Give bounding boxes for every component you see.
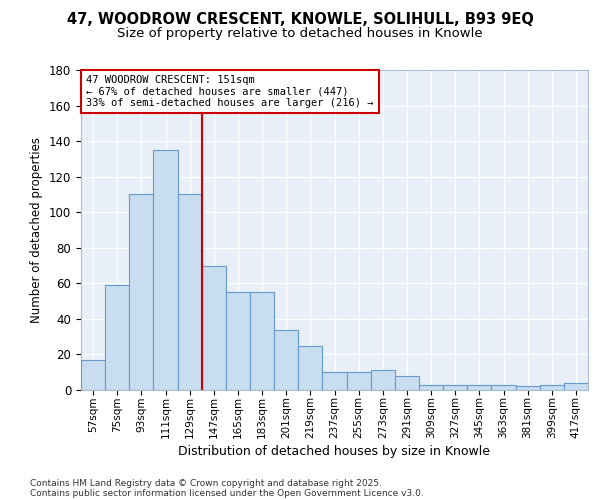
Bar xyxy=(298,346,322,390)
Bar xyxy=(226,292,250,390)
Bar xyxy=(347,372,371,390)
Bar xyxy=(154,150,178,390)
Bar xyxy=(178,194,202,390)
Bar xyxy=(129,194,154,390)
Bar xyxy=(491,384,515,390)
Y-axis label: Number of detached properties: Number of detached properties xyxy=(31,137,43,323)
Text: Size of property relative to detached houses in Knowle: Size of property relative to detached ho… xyxy=(117,28,483,40)
Bar xyxy=(81,360,105,390)
Text: 47, WOODROW CRESCENT, KNOWLE, SOLIHULL, B93 9EQ: 47, WOODROW CRESCENT, KNOWLE, SOLIHULL, … xyxy=(67,12,533,28)
Text: 47 WOODROW CRESCENT: 151sqm
← 67% of detached houses are smaller (447)
33% of se: 47 WOODROW CRESCENT: 151sqm ← 67% of det… xyxy=(86,75,374,108)
Bar xyxy=(250,292,274,390)
Bar xyxy=(274,330,298,390)
Bar xyxy=(202,266,226,390)
Bar xyxy=(540,384,564,390)
Text: Contains HM Land Registry data © Crown copyright and database right 2025.: Contains HM Land Registry data © Crown c… xyxy=(30,478,382,488)
Bar xyxy=(105,285,129,390)
X-axis label: Distribution of detached houses by size in Knowle: Distribution of detached houses by size … xyxy=(179,446,491,458)
Bar xyxy=(443,384,467,390)
Bar xyxy=(467,384,491,390)
Bar xyxy=(419,384,443,390)
Bar xyxy=(515,386,540,390)
Bar xyxy=(322,372,347,390)
Bar xyxy=(564,383,588,390)
Bar xyxy=(395,376,419,390)
Text: Contains public sector information licensed under the Open Government Licence v3: Contains public sector information licen… xyxy=(30,488,424,498)
Bar xyxy=(371,370,395,390)
